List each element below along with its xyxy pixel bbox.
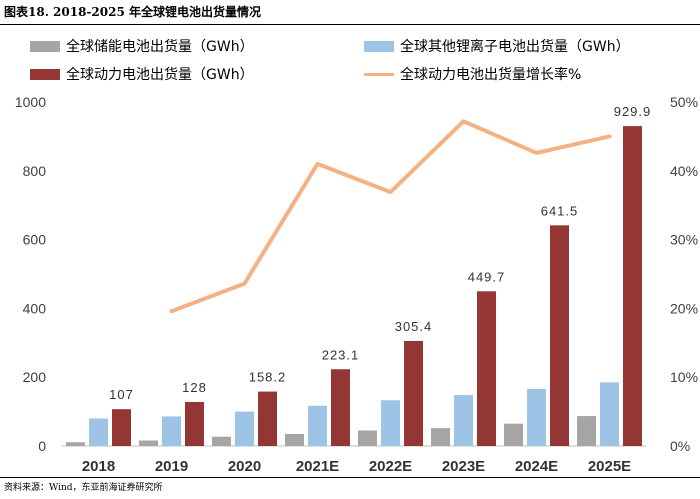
bar-storage: [285, 433, 304, 446]
legend-item-growth: 全球动力电池出货量增长率%: [364, 64, 581, 84]
y-right-tick-label: 10%: [670, 369, 698, 385]
figure-title: 图表18. 2018-2025 年全球锂电池出货量情况: [4, 5, 262, 19]
y-right-tick-label: 40%: [670, 163, 698, 179]
bar-other-liion: [308, 405, 327, 446]
bar-storage: [212, 436, 231, 446]
bar-value-label: 641.5: [541, 203, 579, 218]
bar-storage: [358, 430, 377, 446]
x-tick-label: 2024E: [515, 458, 558, 475]
bar-value-label: 107: [109, 387, 134, 402]
legend-swatch-other-liion: [364, 40, 394, 52]
y-right-tick-label: 0%: [670, 438, 690, 454]
legend-swatch-growth: [364, 72, 394, 76]
growth-rate-line: [169, 119, 612, 314]
legend-swatch-storage: [30, 40, 60, 52]
bar-value-label: 929.9: [614, 104, 652, 119]
bar-storage: [139, 440, 158, 446]
y-left-tick-label: 0: [38, 438, 46, 454]
legend-label-power: 全球动力电池出货量（GWh）: [66, 67, 254, 83]
bar-value-label: 158.2: [249, 370, 287, 385]
bar-line-chart: 0 200 400 600 800 1000 0% 10% 20% 30% 40% 50% 2018 20…: [15, 94, 698, 475]
bar-other-liion: [454, 395, 473, 446]
y-right-tick-label: 30%: [670, 232, 698, 248]
x-tick-label: 2020: [228, 458, 261, 475]
bar-power: [477, 291, 496, 446]
x-tick-label: 2021E: [296, 458, 339, 475]
bar-other-liion: [527, 388, 546, 446]
bar-storage: [66, 442, 85, 446]
legend-label-growth: 全球动力电池出货量增长率%: [400, 67, 582, 83]
x-tick-label: 2023E: [442, 458, 485, 475]
legend-item-power: 全球动力电池出货量（GWh）: [30, 64, 254, 84]
x-tick-label: 2025E: [588, 458, 631, 475]
y-left-tick-label: 200: [23, 369, 47, 385]
source-rule: [0, 477, 700, 478]
bar-power: [112, 409, 131, 446]
bar-value-label: 449.7: [468, 269, 506, 284]
bar-storage: [577, 416, 596, 446]
bar-storage: [504, 423, 523, 446]
y-left-tick-label: 1000: [15, 94, 46, 110]
bar-power: [331, 369, 350, 446]
bar-power: [258, 391, 277, 446]
bar-other-liion: [89, 418, 108, 446]
bar-value-label: 128: [182, 380, 207, 395]
bar-power: [404, 340, 423, 446]
legend-item-storage: 全球储能电池出货量（GWh）: [30, 36, 254, 56]
x-tick-label: 2019: [155, 458, 188, 475]
y-left-tick-label: 600: [23, 232, 47, 248]
legend-label-other-liion: 全球其他锂离子电池出货量（GWh）: [400, 39, 630, 55]
bar-power: [623, 126, 642, 447]
legend-item-other-liion: 全球其他锂离子电池出货量（GWh）: [364, 36, 630, 56]
title-rule: [0, 24, 700, 25]
bar-power: [550, 225, 569, 446]
y-right-tick-label: 50%: [670, 94, 698, 110]
y-right-tick-label: 20%: [670, 300, 698, 316]
source-note: 资料来源：Wind，东亚前海证券研究所: [4, 483, 163, 493]
y-left-tick-label: 800: [23, 163, 47, 179]
x-tick-label: 2018: [82, 458, 115, 475]
bar-value-label: 223.1: [322, 347, 360, 362]
bar-value-label: 305.4: [395, 319, 433, 334]
bar-storage: [431, 428, 450, 446]
bar-power: [185, 401, 204, 446]
bar-other-liion: [600, 382, 619, 446]
bar-other-liion: [162, 416, 181, 446]
chart-legend: 全球储能电池出货量（GWh） 全球其他锂离子电池出货量（GWh） 全球动力电池出…: [0, 36, 700, 92]
bar-other-liion: [235, 411, 254, 446]
bar-other-liion: [381, 400, 400, 446]
y-left-tick-label: 400: [23, 300, 47, 316]
legend-label-storage: 全球储能电池出货量（GWh）: [66, 39, 254, 55]
legend-swatch-power: [30, 68, 60, 80]
x-tick-label: 2022E: [369, 458, 412, 475]
